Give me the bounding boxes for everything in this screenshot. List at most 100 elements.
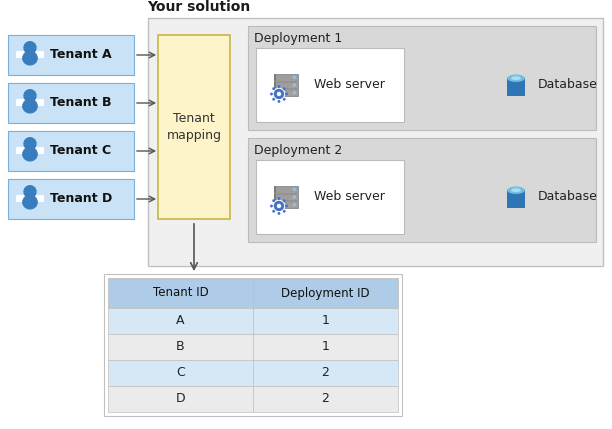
Circle shape [283, 98, 286, 101]
Text: A: A [176, 314, 185, 327]
Text: C: C [176, 366, 185, 380]
Circle shape [270, 205, 273, 207]
Circle shape [272, 87, 275, 90]
Text: 2: 2 [321, 366, 329, 380]
Circle shape [283, 199, 286, 202]
Circle shape [272, 210, 275, 213]
Bar [253, 386, 398, 412]
Bar [16, 51, 44, 58]
Bar [253, 278, 398, 308]
Bar [274, 202, 298, 208]
Circle shape [273, 88, 285, 100]
Ellipse shape [507, 187, 525, 194]
Circle shape [293, 91, 296, 94]
Bar [274, 74, 298, 81]
Bar [104, 274, 402, 416]
Circle shape [293, 84, 296, 86]
Circle shape [272, 98, 275, 101]
Ellipse shape [511, 76, 521, 80]
Circle shape [277, 100, 280, 103]
Bar [16, 147, 44, 154]
Bar [274, 194, 276, 200]
Bar [274, 82, 276, 88]
Bar [108, 278, 253, 308]
Circle shape [293, 76, 296, 79]
Bar [274, 74, 276, 81]
Bar [16, 99, 44, 106]
Bar [108, 386, 253, 412]
Ellipse shape [23, 100, 37, 113]
Bar [8, 179, 134, 219]
Bar [108, 308, 253, 334]
Text: 1: 1 [321, 314, 329, 327]
Circle shape [24, 138, 36, 150]
Bar [8, 131, 134, 171]
Bar [274, 186, 298, 193]
Bar [253, 308, 398, 334]
Bar [274, 186, 276, 193]
Text: Deployment ID: Deployment ID [281, 287, 370, 299]
Ellipse shape [507, 203, 525, 208]
Bar [274, 82, 298, 88]
Ellipse shape [507, 91, 525, 96]
Circle shape [24, 90, 36, 102]
Circle shape [272, 199, 275, 202]
Circle shape [285, 205, 288, 207]
Text: Tenant A: Tenant A [50, 48, 111, 61]
Bar [256, 160, 404, 234]
Text: Web server: Web server [314, 79, 385, 91]
Ellipse shape [23, 195, 37, 209]
Circle shape [273, 200, 285, 212]
Ellipse shape [507, 75, 525, 82]
Bar [8, 35, 134, 75]
Text: D: D [176, 393, 185, 405]
Bar [256, 48, 404, 122]
Bar [253, 360, 398, 386]
Bar [248, 26, 596, 130]
Circle shape [283, 210, 286, 213]
Bar [108, 334, 253, 360]
Ellipse shape [23, 147, 37, 161]
Circle shape [293, 203, 296, 206]
Circle shape [24, 42, 36, 54]
Circle shape [270, 93, 273, 95]
Text: Tenant ID: Tenant ID [152, 287, 208, 299]
Text: Tenant D: Tenant D [50, 193, 112, 205]
Text: Tenant C: Tenant C [50, 145, 111, 157]
Bar [148, 18, 603, 266]
Text: Deployment 1: Deployment 1 [254, 32, 342, 45]
Circle shape [277, 92, 281, 96]
Ellipse shape [511, 188, 521, 192]
Bar [158, 35, 230, 219]
Bar [507, 190, 525, 208]
Text: Database: Database [538, 79, 598, 91]
Circle shape [277, 85, 280, 88]
Text: 1: 1 [321, 341, 329, 353]
Text: Deployment 2: Deployment 2 [254, 144, 342, 157]
Circle shape [277, 212, 280, 215]
Circle shape [277, 204, 281, 208]
Bar [274, 194, 298, 200]
Text: 2: 2 [321, 393, 329, 405]
Text: Tenant
mapping: Tenant mapping [166, 112, 222, 142]
Bar [8, 83, 134, 123]
Circle shape [24, 186, 36, 198]
Text: B: B [176, 341, 185, 353]
Bar [507, 78, 525, 96]
Text: Web server: Web server [314, 190, 385, 203]
Circle shape [277, 197, 280, 200]
Text: Database: Database [538, 190, 598, 203]
Bar [16, 195, 44, 202]
Ellipse shape [23, 51, 37, 65]
Bar [274, 90, 276, 96]
Circle shape [293, 188, 296, 190]
Bar [253, 334, 398, 360]
Bar [274, 202, 276, 208]
Circle shape [293, 196, 296, 198]
Bar [108, 360, 253, 386]
Circle shape [285, 93, 288, 95]
Bar [248, 138, 596, 242]
Bar [274, 90, 298, 96]
Text: Tenant B: Tenant B [50, 97, 111, 109]
Circle shape [283, 87, 286, 90]
